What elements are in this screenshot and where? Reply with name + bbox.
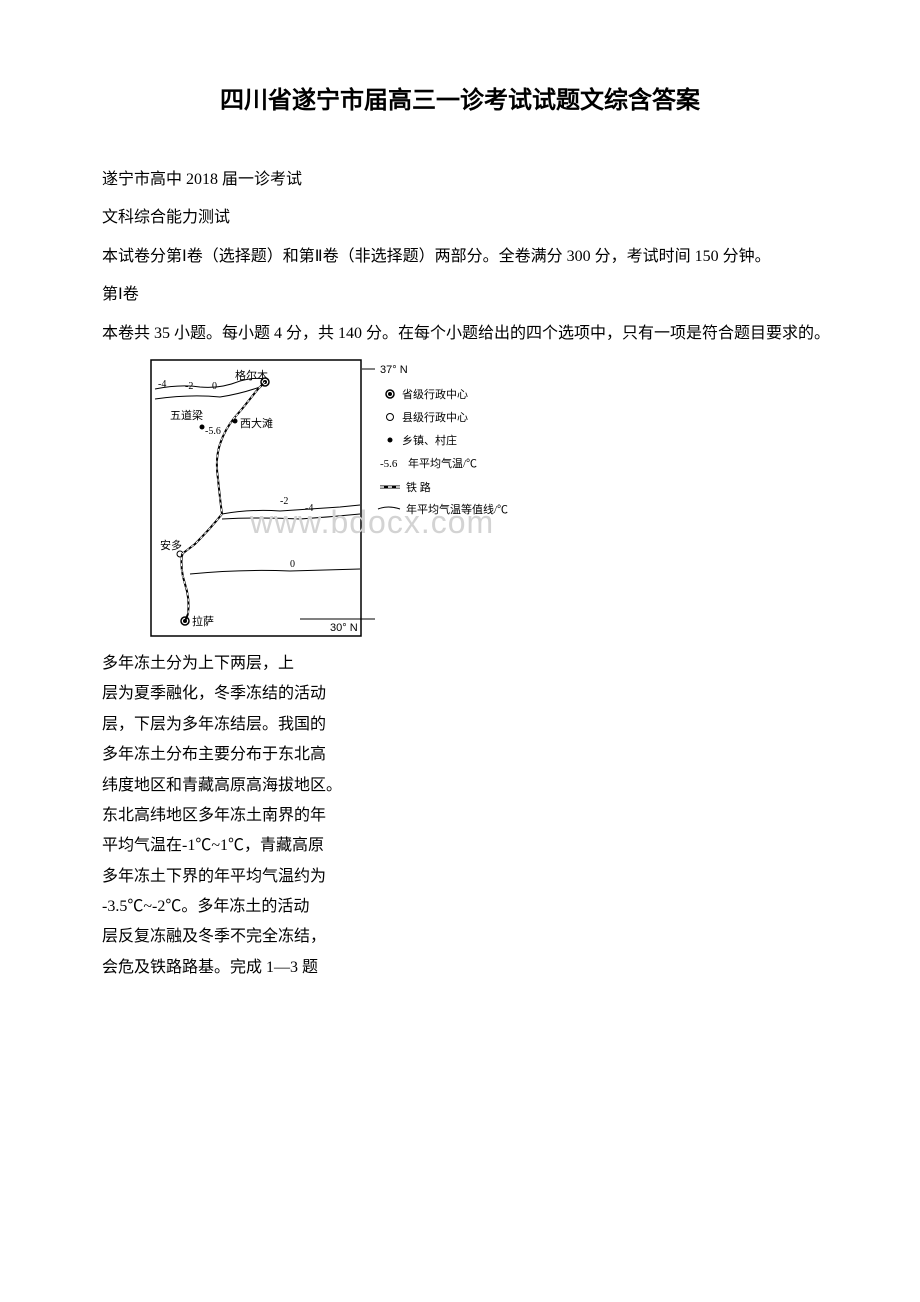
- body-line: 多年冻土分布主要分布于东北高: [70, 740, 850, 770]
- body-line: 纬度地区和青藏高原高海拔地区。: [70, 771, 850, 801]
- body-line: 多年冻土分为上下两层，上: [70, 649, 850, 679]
- map-svg: 37° N 30° N -4 -2 0 格尔木 西大滩 五道梁 -5.6: [150, 359, 510, 639]
- temp-minus5-6a: -5.6: [205, 426, 221, 437]
- body-line: 会危及铁路路基。完成 1—3 题: [70, 953, 850, 983]
- intro-line-3: 本试卷分第Ⅰ卷（选择题）和第Ⅱ卷（非选择题）两部分。全卷满分 300 分，考试时…: [70, 242, 850, 272]
- place-xidatan: 西大滩: [240, 416, 273, 430]
- legend-village: 乡镇、村庄: [402, 433, 457, 447]
- body-line: 层，下层为多年冻结层。我国的: [70, 710, 850, 740]
- intro-line-2: 文科综合能力测试: [70, 203, 850, 233]
- legend-temp: 年平均气温/℃: [408, 456, 477, 470]
- body-line: 东北高纬地区多年冻土南界的年: [70, 801, 850, 831]
- lat-bottom-label: 30° N: [330, 622, 358, 634]
- place-geermu: 格尔木: [235, 368, 268, 382]
- temp-0: 0: [212, 381, 217, 392]
- legend-temp-prefix: -5.6: [380, 458, 398, 470]
- body-line: 层反复冻融及冬季不完全冻结，: [70, 922, 850, 952]
- body-line: 平均气温在-1℃~1℃，青藏高原: [70, 831, 850, 861]
- map-figure: 37° N 30° N -4 -2 0 格尔木 西大滩 五道梁 -5.6: [150, 359, 510, 639]
- place-lasa: 拉萨: [192, 614, 214, 628]
- legend-province: 省级行政中心: [402, 387, 468, 401]
- intro-line-1: 遂宁市高中 2018 届一诊考试: [70, 165, 850, 195]
- temp-0b: 0: [290, 559, 295, 570]
- page-title: 四川省遂宁市届高三一诊考试试题文综含答案: [70, 80, 850, 115]
- body-line: 多年冻土下界的年平均气温约为: [70, 862, 850, 892]
- lat-top-label: 37° N: [380, 364, 408, 376]
- legend-county: 县级行政中心: [402, 410, 468, 424]
- temp-minus2: -2: [185, 381, 193, 392]
- intro-line-4: 第Ⅰ卷: [70, 280, 850, 310]
- place-wudaoliang: 五道梁: [170, 408, 203, 422]
- body-line: -3.5℃~-2℃。多年冻土的活动: [70, 892, 850, 922]
- temp-minus4: -4: [158, 379, 166, 390]
- legend-railway: 铁 路: [406, 481, 431, 494]
- body-line: 层为夏季融化，冬季冻结的活动: [70, 679, 850, 709]
- watermark-text: www.bdocx.com: [250, 504, 494, 541]
- question-body: 多年冻土分为上下两层，上 层为夏季融化，冬季冻结的活动 层，下层为多年冻结层。我…: [70, 649, 850, 983]
- place-anduo: 安多: [160, 538, 182, 552]
- intro-line-5: 本卷共 35 小题。每小题 4 分，共 140 分。在每个小题给出的四个选项中，…: [70, 319, 850, 349]
